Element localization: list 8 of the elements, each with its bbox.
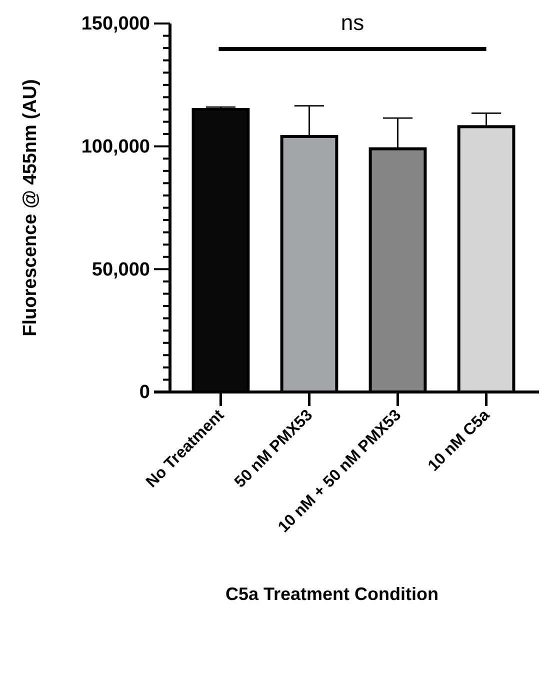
y-tick-label: 50,000 — [92, 259, 150, 280]
x-axis-title: C5a Treatment Condition — [225, 584, 439, 604]
y-axis-title: Fluorescence @ 455nm (AU) — [20, 79, 41, 336]
annotation: ns — [340, 10, 364, 35]
x-tick-label: 10 nM C5a — [425, 406, 494, 475]
y-tick-label: 100,000 — [81, 136, 150, 158]
y-tick-label: 0 — [139, 382, 150, 404]
y-tick-label: 150,000 — [81, 14, 150, 35]
